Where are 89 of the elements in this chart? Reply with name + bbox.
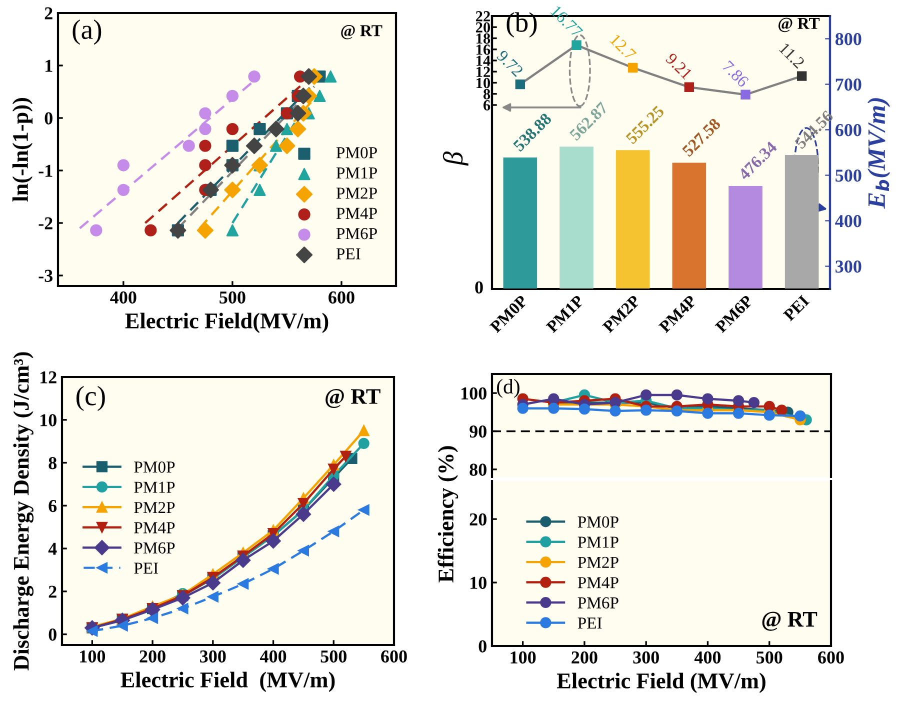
data-label: 12.7 bbox=[609, 34, 637, 61]
x-tick-label: 100 bbox=[510, 651, 536, 664]
y-tick-label: 12 bbox=[40, 371, 56, 384]
x-tick-label: 400 bbox=[694, 651, 721, 664]
y-tick-label: 10 bbox=[470, 576, 486, 589]
y-tick-label: 14 bbox=[476, 56, 490, 66]
y-tick-label: 0 bbox=[44, 112, 52, 124]
legend-label: PM1P bbox=[578, 536, 618, 548]
y-tick-label: 2 bbox=[48, 586, 56, 598]
legend-label: PEI bbox=[578, 618, 602, 629]
y-tick-label: 8 bbox=[48, 457, 57, 470]
y-tick-label: 4 bbox=[48, 542, 57, 555]
x-tick-label: 500 bbox=[320, 650, 346, 663]
x-tick-label: 600 bbox=[818, 651, 844, 664]
y-tick-label: 10 bbox=[476, 78, 490, 88]
x-axis-title: Electric Field (MV/m) bbox=[556, 672, 766, 693]
x-tick-label: 200 bbox=[140, 650, 166, 663]
data-label: 9.21 bbox=[665, 52, 693, 80]
y-tick-label: 90 bbox=[470, 425, 486, 438]
x-tick-label: 300 bbox=[200, 650, 226, 663]
annotation: (c) bbox=[76, 386, 105, 412]
x-tick-label: 300 bbox=[633, 651, 659, 664]
y2-tick-label: 300 bbox=[836, 260, 862, 273]
legend-label: PM2P bbox=[336, 188, 377, 199]
y2-tick-label: 600 bbox=[835, 124, 862, 136]
y-tick-label: 12 bbox=[476, 66, 490, 77]
y-axis-title: Efficiency (%) bbox=[438, 446, 458, 582]
y-tick-label: -2 bbox=[38, 217, 52, 230]
x-tick-label: 600 bbox=[381, 650, 407, 663]
legend-label: PM6P bbox=[578, 597, 618, 608]
y-tick-label: 20 bbox=[470, 513, 486, 526]
x-tick-label: PEI bbox=[782, 294, 810, 322]
y-tick-label: 6 bbox=[483, 100, 490, 110]
legend-label: PEI bbox=[336, 248, 360, 260]
y-tick-label: 8 bbox=[483, 89, 490, 100]
y-tick-label: 0 bbox=[48, 628, 56, 641]
x-tick-label: 600 bbox=[328, 291, 354, 304]
y-tick-label: 100 bbox=[462, 387, 486, 400]
y-tick-label: -3 bbox=[38, 270, 53, 282]
y-tick-label: 2 bbox=[44, 7, 52, 20]
data-label: 11.2 bbox=[778, 42, 806, 69]
y-tick-label: -1 bbox=[38, 164, 52, 177]
x-tick-label: 500 bbox=[220, 291, 246, 304]
y2-axis-title: E$_{b}$(MV/m) bbox=[868, 98, 890, 209]
y-axis-title: Discharge Energy Density (J/cm³) bbox=[13, 352, 34, 670]
y-tick-label: 1 bbox=[46, 60, 52, 72]
data-label: 7.86 bbox=[722, 60, 750, 88]
legend-label: PEI bbox=[134, 562, 158, 574]
y-tick-label: 6 bbox=[48, 500, 57, 512]
x-tick-label: 400 bbox=[260, 650, 286, 663]
y-tick-label: 80 bbox=[470, 464, 486, 476]
y-tick-label: 0 bbox=[478, 640, 486, 652]
legend-label: PM6P bbox=[336, 228, 377, 240]
y-tick-label: 16 bbox=[476, 44, 490, 55]
y-tick-label: 10 bbox=[40, 414, 56, 426]
legend-label: PM4P bbox=[336, 208, 377, 219]
data-label: 9.72 bbox=[496, 50, 524, 78]
y2-tick-label: 500 bbox=[836, 170, 862, 182]
y-tick-label: 22 bbox=[476, 11, 490, 22]
x-tick-label: 400 bbox=[110, 291, 136, 304]
x-tick-label: 200 bbox=[572, 651, 598, 664]
y2-tick-label: 800 bbox=[835, 33, 862, 46]
annotation: (d) bbox=[496, 378, 520, 398]
annotation: (a) bbox=[72, 20, 102, 45]
y2-tick-label: 700 bbox=[836, 78, 862, 91]
data-label: 16.77 bbox=[550, 5, 584, 38]
legend-label: PM0P bbox=[134, 461, 175, 473]
x-axis-title: Electric Field(MV/m) bbox=[125, 312, 328, 333]
annotation: @ RT bbox=[778, 18, 820, 32]
legend-label: PM4P bbox=[578, 577, 618, 588]
annotation: @ RT bbox=[762, 612, 818, 631]
legend-label: PM6P bbox=[134, 542, 175, 554]
legend-label: PM1P bbox=[336, 167, 377, 178]
x-axis-title: Electric Field (MV/m) bbox=[120, 672, 335, 692]
legend-label: PM0P bbox=[336, 147, 377, 158]
y-axis-title: ln(-ln(1-p)) bbox=[12, 98, 33, 202]
annotation: @ RT bbox=[341, 25, 382, 40]
y-tick-label: 20 bbox=[476, 22, 490, 33]
legend-label: PM2P bbox=[134, 502, 175, 513]
y2-tick-label: 400 bbox=[835, 215, 862, 228]
legend-label: PM0P bbox=[578, 516, 618, 528]
x-tick-label: 100 bbox=[80, 650, 106, 663]
legend-label: PM1P bbox=[134, 482, 175, 493]
legend-label: PM2P bbox=[578, 556, 618, 568]
x-tick-label: 500 bbox=[756, 651, 782, 664]
y-axis-title: β bbox=[442, 152, 468, 166]
legend-label: PM4P bbox=[134, 522, 175, 534]
y-tick-label: 18 bbox=[476, 33, 490, 44]
annotation: @ RT bbox=[326, 388, 380, 408]
